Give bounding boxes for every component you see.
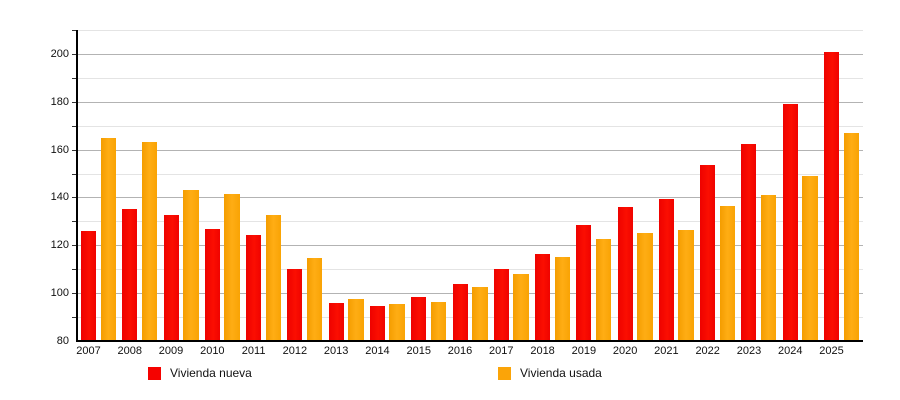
bar-vivienda-nueva-2010[interactable] <box>204 228 220 341</box>
x-axis-label-2011: 2011 <box>241 345 266 357</box>
bar-vivienda-usada-2014[interactable] <box>389 303 405 341</box>
y-axis-tick <box>72 101 77 103</box>
y-axis-label: 160 <box>50 143 69 156</box>
x-axis-line <box>76 340 863 342</box>
gridline-major <box>77 149 863 151</box>
y-axis-tick <box>72 197 77 199</box>
bar-vivienda-usada-2019[interactable] <box>595 239 612 341</box>
bar-vivienda-usada-2024[interactable] <box>802 175 818 341</box>
gridline-major <box>77 101 863 103</box>
legend-item-vivienda-nueva[interactable]: Vivienda nueva <box>148 366 252 380</box>
x-axis-label-2017: 2017 <box>489 345 514 357</box>
bar-vivienda-usada-2018[interactable] <box>554 257 571 341</box>
bar-vivienda-usada-2023[interactable] <box>760 195 777 341</box>
bar-vivienda-usada-2010[interactable] <box>224 193 240 341</box>
x-axis-label-2014: 2014 <box>365 345 390 357</box>
x-axis-label-2007: 2007 <box>76 345 101 357</box>
x-axis-label-2015: 2015 <box>406 345 431 357</box>
gridline-minor <box>77 77 863 79</box>
gridline-minor <box>77 317 863 319</box>
legend-swatch-vivienda-nueva <box>148 366 161 380</box>
x-axis-label-2016: 2016 <box>447 345 473 357</box>
bar-vivienda-nueva-2022[interactable] <box>700 165 716 341</box>
bar-vivienda-nueva-2019[interactable] <box>576 224 592 341</box>
gridline-minor <box>77 30 863 31</box>
bar-vivienda-nueva-2015[interactable] <box>411 296 427 341</box>
y-axis-tick <box>72 125 77 127</box>
x-axis-label-2021: 2021 <box>654 345 679 357</box>
bar-vivienda-nueva-2014[interactable] <box>369 306 385 341</box>
bar-vivienda-usada-2008[interactable] <box>141 142 158 341</box>
bar-vivienda-nueva-2017[interactable] <box>493 269 509 341</box>
bar-vivienda-usada-2013[interactable] <box>348 299 364 341</box>
y-axis-tick <box>72 173 77 175</box>
y-axis-label: 100 <box>50 287 69 300</box>
bar-vivienda-usada-2012[interactable] <box>306 258 323 341</box>
y-axis-tick <box>72 30 77 31</box>
bar-vivienda-usada-2007[interactable] <box>100 137 116 341</box>
bar-vivienda-usada-2016[interactable] <box>472 287 488 341</box>
gridline-minor <box>77 269 863 271</box>
bar-vivienda-nueva-2018[interactable] <box>535 253 551 341</box>
y-axis-tick <box>72 77 77 79</box>
x-axis-label-2008: 2008 <box>117 345 142 357</box>
bar-vivienda-nueva-2023[interactable] <box>741 143 757 341</box>
legend-swatch-vivienda-usada <box>498 366 511 380</box>
x-axis-label-2019: 2019 <box>571 345 597 357</box>
gridline-major <box>77 53 863 55</box>
bar-vivienda-nueva-2011[interactable] <box>246 234 262 341</box>
bar-vivienda-usada-2021[interactable] <box>678 229 694 341</box>
bar-vivienda-nueva-2024[interactable] <box>782 104 798 341</box>
gridline-major <box>77 197 863 199</box>
bar-vivienda-usada-2015[interactable] <box>430 301 447 341</box>
gridline-minor <box>77 221 863 223</box>
y-axis-tick <box>72 149 77 151</box>
bar-vivienda-nueva-2007[interactable] <box>81 230 96 341</box>
bar-vivienda-usada-2022[interactable] <box>719 205 736 341</box>
bar-vivienda-nueva-2020[interactable] <box>617 207 633 341</box>
x-axis-label-2013: 2013 <box>323 345 349 357</box>
x-axis-label-2010: 2010 <box>200 345 225 357</box>
y-axis-tick <box>72 269 77 271</box>
y-axis-label: 200 <box>50 47 69 60</box>
y-axis-tick <box>72 53 77 55</box>
bar-vivienda-nueva-2008[interactable] <box>122 209 138 341</box>
gridline-minor <box>77 125 863 127</box>
bar-vivienda-nueva-2016[interactable] <box>452 283 468 341</box>
gridline-major <box>77 293 863 295</box>
x-axis-label-2012: 2012 <box>282 345 308 357</box>
bar-vivienda-nueva-2012[interactable] <box>287 269 303 341</box>
bar-vivienda-nueva-2021[interactable] <box>658 198 674 341</box>
gridline-major <box>77 245 863 247</box>
x-axis-label-2024: 2024 <box>778 345 803 357</box>
legend-label-vivienda-nueva: Vivienda nueva <box>170 366 252 380</box>
x-axis-label-2023: 2023 <box>736 345 762 357</box>
x-axis-label-2020: 2020 <box>612 345 638 357</box>
x-axis-label-2009: 2009 <box>158 345 184 357</box>
y-axis-tick <box>72 317 77 319</box>
legend-label-vivienda-usada: Vivienda usada <box>520 366 602 380</box>
x-axis-label-2018: 2018 <box>530 345 555 357</box>
bar-vivienda-nueva-2025[interactable] <box>824 51 840 341</box>
bar-vivienda-usada-2025[interactable] <box>843 132 860 341</box>
bar-vivienda-usada-2020[interactable] <box>637 233 653 341</box>
legend-item-vivienda-usada[interactable]: Vivienda usada <box>498 366 602 380</box>
y-axis-label: 140 <box>50 191 69 204</box>
y-axis-label: 80 <box>56 335 69 347</box>
bar-vivienda-usada-2011[interactable] <box>265 215 282 341</box>
bar-vivienda-nueva-2013[interactable] <box>328 302 344 341</box>
y-axis-label: 180 <box>50 95 69 108</box>
y-axis-label: 120 <box>50 239 69 252</box>
y-axis-tick <box>72 245 77 247</box>
bar-vivienda-usada-2009[interactable] <box>183 190 199 341</box>
y-axis-line <box>76 30 78 341</box>
bar-vivienda-nueva-2009[interactable] <box>163 215 179 341</box>
y-axis-tick <box>72 293 77 295</box>
gridline-minor <box>77 173 863 175</box>
x-axis-label-2025: 2025 <box>819 345 844 357</box>
x-axis-label-2022: 2022 <box>695 345 720 357</box>
bar-vivienda-usada-2017[interactable] <box>513 274 529 341</box>
y-axis-tick <box>72 221 77 223</box>
